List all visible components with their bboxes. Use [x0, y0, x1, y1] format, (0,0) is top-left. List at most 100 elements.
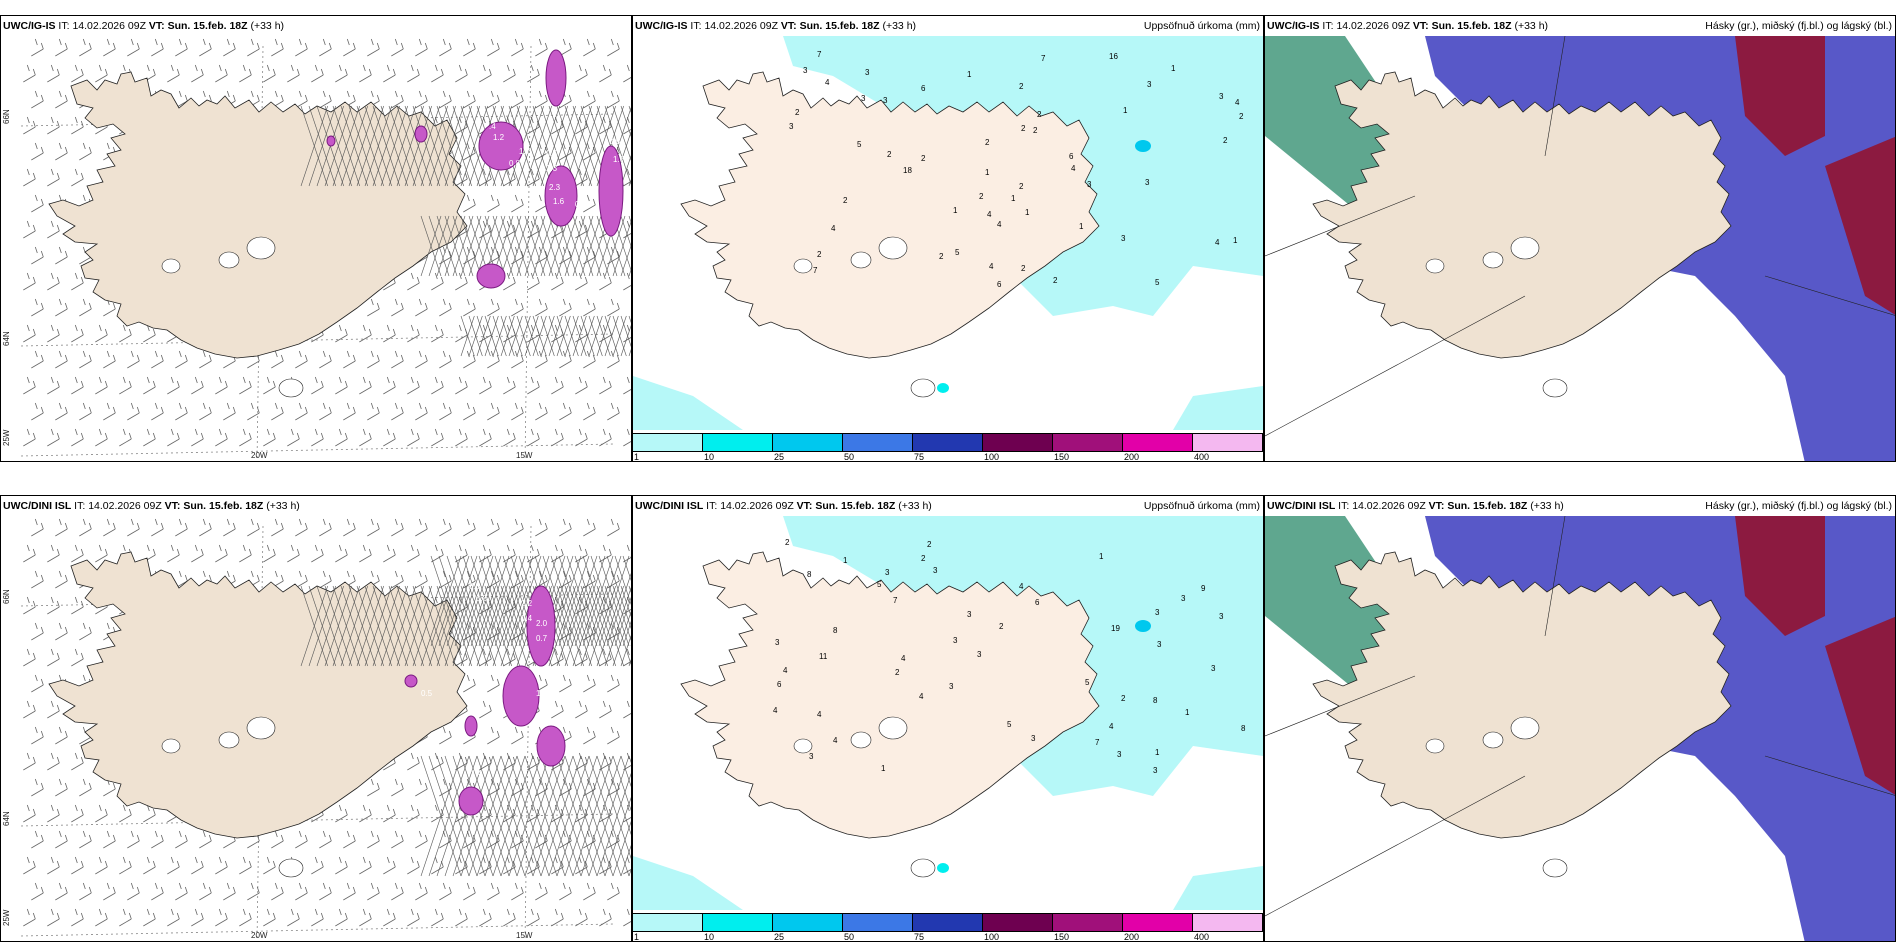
- wind-barb: [583, 350, 596, 369]
- wind-barb: [455, 648, 468, 667]
- wind-barb: [575, 220, 588, 239]
- wind-barb: [463, 518, 476, 537]
- colorbar-swatch: [1053, 434, 1123, 451]
- langjokull-glacier: [793, 258, 813, 274]
- precip-value: 5: [857, 140, 862, 149]
- wind-barb: [71, 908, 84, 927]
- longitude-label: 15W: [516, 931, 533, 940]
- wind-barb: [607, 726, 620, 745]
- wind-barb: [575, 376, 588, 395]
- wind-barb: [559, 298, 572, 317]
- wind-barb: [103, 350, 116, 369]
- wind-barb: [319, 518, 332, 537]
- hatch-line: [396, 105, 424, 187]
- wind-barb: [31, 674, 44, 693]
- wind-barb: [455, 908, 468, 927]
- panel-cloud-bottom: UWC/DINI ISL IT: 14.02.2026 09Z VT: Sun.…: [1264, 495, 1896, 942]
- wind-barb: [55, 350, 68, 369]
- border-line: [1764, 755, 1895, 796]
- wind-barb: [343, 882, 356, 901]
- wind-map: .5 .4 1.2 0.8 1.7 0.5 2.3 2.3 1.6 0.7 1.7 0.5 20W 15W…: [2, 38, 631, 461]
- wind-barb: [455, 428, 468, 447]
- hatch-line: [468, 755, 510, 877]
- wind-speed-blob: [502, 665, 540, 727]
- wind-barb: [79, 778, 92, 797]
- wind-barb: [551, 700, 564, 719]
- cloud-map: [1265, 35, 1895, 461]
- precip-value: 1: [953, 206, 958, 215]
- wind-barb: [271, 518, 284, 537]
- wind-barb: [319, 350, 332, 369]
- langjokull-glacier: [1425, 738, 1445, 754]
- colorbar-tick-label: 200: [1124, 932, 1140, 942]
- hatch-line: [404, 585, 432, 667]
- precip-value: 2: [1037, 110, 1042, 119]
- precip-value: 2: [1021, 264, 1026, 273]
- colorbar-swatch: [1053, 914, 1123, 931]
- wind-barb: [23, 168, 36, 187]
- hatch-line: [572, 315, 587, 357]
- wind-barb: [119, 804, 132, 823]
- precip-value: 4: [987, 210, 992, 219]
- precip-value: 7: [893, 596, 898, 605]
- wind-barb: [311, 64, 324, 83]
- wind-barb: [623, 64, 631, 83]
- precip-colorbar: 1 10 25 50 75 100 150 200 400: [633, 913, 1263, 942]
- wind-barb: [487, 194, 500, 213]
- precip-value: 3: [1211, 664, 1216, 673]
- wind-barb: [551, 376, 564, 395]
- hatch-line: [436, 215, 458, 277]
- wind-barb: [79, 518, 92, 537]
- precip-value: 4: [997, 220, 1002, 229]
- panel-header: UWC/DINI ISL IT: 14.02.2026 09Z VT: Sun.…: [3, 500, 300, 512]
- wind-barb: [343, 38, 356, 57]
- panel-title: Uppsöfnuð úrkoma (mm): [1143, 20, 1260, 32]
- wind-barb: [575, 168, 588, 187]
- hatch-line: [604, 315, 619, 357]
- precip-value: 7: [813, 266, 818, 275]
- wind-barb: [215, 908, 228, 927]
- wind-barb: [295, 402, 308, 421]
- wind-barb: [463, 882, 476, 901]
- wind-barb: [623, 908, 631, 927]
- hatch-line: [444, 215, 466, 277]
- border-line: [1265, 295, 1526, 437]
- wind-barb: [223, 518, 236, 537]
- wind-barb: [335, 544, 348, 563]
- panel-precip-top: UWC/IG-IS IT: 14.02.2026 09Z VT: Sun. 15…: [632, 15, 1264, 462]
- wind-speed-blob: [414, 125, 428, 143]
- precip-value: 2: [921, 154, 926, 163]
- wind-barb: [359, 804, 372, 823]
- hatch-line: [444, 755, 486, 877]
- myrdalsjokull-glacier: [910, 858, 936, 878]
- wind-barb: [463, 350, 476, 369]
- hatch-line: [516, 755, 558, 877]
- hatch-line: [436, 585, 464, 667]
- latitude-line: [20, 443, 614, 457]
- hatch-line: [452, 585, 480, 667]
- hatch-line: [556, 755, 598, 877]
- hatch-line: [492, 585, 520, 667]
- wind-barb: [167, 376, 180, 395]
- wind-barb: [455, 544, 468, 563]
- wind-barb: [319, 38, 332, 57]
- wind-barb: [199, 882, 212, 901]
- panel-wind-top: UWC/IG-IS IT: 14.02.2026 09Z VT: Sun. 15…: [0, 15, 632, 462]
- wind-barb: [583, 298, 596, 317]
- precip-value: 7: [1095, 738, 1100, 747]
- wind-barb: [79, 622, 92, 641]
- wind-barb: [175, 38, 188, 57]
- wind-barb: [191, 428, 204, 447]
- precip-value: 2: [785, 538, 790, 547]
- hatch-line: [580, 215, 602, 277]
- precip-value: 2: [1223, 136, 1228, 145]
- wind-barb: [367, 518, 380, 537]
- wind-speed-label: 1.4: [471, 769, 483, 778]
- wind-barb: [239, 856, 252, 875]
- wind-barb: [415, 402, 428, 421]
- precip-value: 5: [1085, 678, 1090, 687]
- hatch-line: [300, 585, 328, 667]
- wind-barb: [55, 38, 68, 57]
- wind-barb: [23, 700, 36, 719]
- precip-value: 8: [1241, 724, 1246, 733]
